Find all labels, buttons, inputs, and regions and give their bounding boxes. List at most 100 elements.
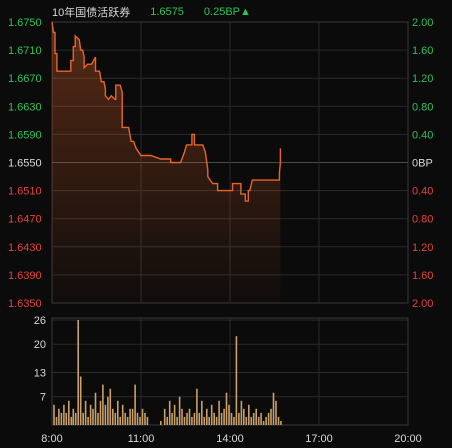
last-price: 1.6575 xyxy=(150,6,184,18)
volume-bar xyxy=(136,412,139,425)
volume-bar xyxy=(119,416,121,425)
volume-bar xyxy=(60,412,63,425)
volume-bar xyxy=(245,416,248,425)
volume-bar xyxy=(262,421,265,425)
y-tick-label-left: 1.6710 xyxy=(8,45,42,57)
y-tick-label-left: 1.6350 xyxy=(8,298,42,310)
volume-bar xyxy=(121,404,124,425)
x-tick-label: 11:00 xyxy=(128,433,155,445)
volume-bar xyxy=(134,384,136,425)
volume-tick-label: 20 xyxy=(34,339,46,351)
volume-tick-label: 7 xyxy=(40,392,46,404)
volume-bar xyxy=(139,416,141,425)
volume-bar xyxy=(94,392,97,425)
y-tick-label-right: 1.20 xyxy=(412,73,433,85)
volume-bar xyxy=(84,400,87,425)
volume-bar xyxy=(183,416,186,425)
y-tick-label-right: 1.20 xyxy=(412,242,433,254)
volume-bar xyxy=(201,400,203,425)
volume-bar xyxy=(238,412,240,425)
volume-bar xyxy=(275,400,277,425)
volume-bar xyxy=(215,416,218,425)
volume-bar xyxy=(129,408,131,425)
y-tick-label-left: 1.6470 xyxy=(8,214,42,226)
volume-bar xyxy=(218,400,220,425)
volume-bar xyxy=(92,408,94,425)
volume-bar xyxy=(99,400,102,425)
volume-bar xyxy=(87,416,89,425)
x-tick-label: 17:00 xyxy=(305,433,333,445)
price-change-value: 0.25BP xyxy=(203,6,240,18)
price-line xyxy=(51,21,282,202)
volume-bar xyxy=(233,416,235,425)
volume-bar xyxy=(82,412,84,425)
volume-bar xyxy=(55,416,58,425)
x-tick-label: 14:00 xyxy=(216,433,244,445)
volume-bar xyxy=(206,408,208,425)
volume-bar xyxy=(58,408,60,425)
volume-bar xyxy=(131,408,134,425)
volume-bar xyxy=(79,376,82,425)
volume-bar xyxy=(112,408,114,425)
volume-bar xyxy=(178,396,181,425)
up-arrow-icon: ▲ xyxy=(240,6,251,18)
volume-bar xyxy=(255,408,257,425)
volume-bar xyxy=(235,336,238,425)
volume-bar xyxy=(277,416,280,425)
volume-bar xyxy=(168,400,171,425)
volume-bar xyxy=(260,412,262,425)
x-tick-label: 8:00 xyxy=(41,433,62,445)
volume-tick-label: 13 xyxy=(34,368,46,380)
volume-bar xyxy=(107,396,109,425)
y-tick-label-right: 1.60 xyxy=(412,45,433,57)
volume-bar xyxy=(228,404,230,425)
volume-bar xyxy=(193,412,196,425)
volume-bar xyxy=(252,412,255,425)
volume-bar xyxy=(144,412,146,425)
volume-bar xyxy=(89,404,92,425)
volume-bar xyxy=(203,416,206,425)
volume-bar xyxy=(117,400,119,425)
volume-tick-label: 26 xyxy=(34,315,46,327)
volume-bar xyxy=(97,412,99,425)
volume-bar xyxy=(265,416,267,425)
volume-bar xyxy=(186,412,188,425)
volume-bar xyxy=(280,421,282,425)
volume-bar xyxy=(104,404,107,425)
y-tick-label-left: 1.6750 xyxy=(8,17,42,29)
volume-bar xyxy=(65,412,68,425)
y-tick-label-left: 1.6670 xyxy=(8,73,42,85)
volume-bar xyxy=(171,412,173,425)
volume-bar xyxy=(267,412,270,425)
instrument-title: 10年国债活跃券 xyxy=(52,7,131,19)
y-tick-label-left: 1.6550 xyxy=(8,158,42,170)
volume-bar xyxy=(163,408,166,425)
y-tick-label-left: 1.6590 xyxy=(8,129,42,141)
volume-bar xyxy=(160,421,162,425)
volume-bar xyxy=(213,412,215,425)
y-tick-label-right: 0.80 xyxy=(412,101,433,113)
y-tick-label-right: 0.40 xyxy=(412,186,433,198)
volume-bar xyxy=(181,408,183,425)
volume-bar xyxy=(223,408,225,425)
volume-bar xyxy=(70,416,73,425)
volume-bar xyxy=(77,320,79,425)
volume-bar xyxy=(114,412,117,425)
volume-bar xyxy=(196,388,198,425)
volume-bar xyxy=(243,408,245,425)
volume-bar xyxy=(272,392,275,425)
axes: 1.6750 2.00 1.6710 1.60 1.6670 1.20 1.6630 0.80… xyxy=(8,17,433,445)
volume-bar xyxy=(208,416,210,425)
volume-bar xyxy=(257,416,260,425)
volume-bar xyxy=(210,404,213,425)
volume-bar xyxy=(141,408,144,425)
volume-plot xyxy=(53,320,282,425)
volume-bar xyxy=(166,416,168,425)
x-tick-label: 20:00 xyxy=(394,433,422,445)
price-area-fill xyxy=(52,22,281,303)
y-tick-label-left: 1.6630 xyxy=(8,101,42,113)
volume-bar xyxy=(124,412,126,425)
volume-bar xyxy=(72,408,75,425)
volume-bar xyxy=(53,404,55,425)
